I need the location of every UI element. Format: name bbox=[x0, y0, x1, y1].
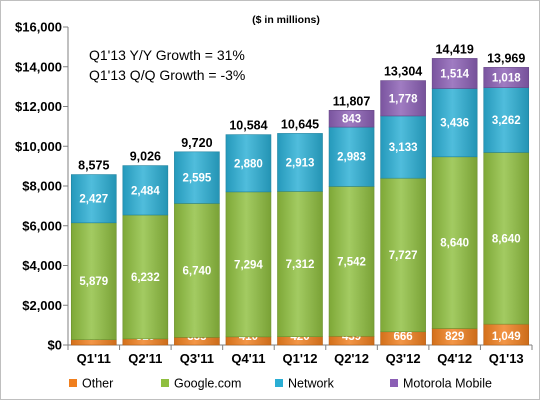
segment-label: 7,294 bbox=[234, 259, 263, 271]
x-tick-label: Q4'11 bbox=[231, 351, 265, 366]
segment-label: 1,018 bbox=[492, 72, 521, 84]
annotation-yoy-growth: Q1'13 Y/Y Growth = 31% bbox=[89, 47, 245, 63]
segment-label: 2,913 bbox=[286, 157, 315, 169]
total-label: 11,807 bbox=[333, 94, 371, 108]
segment-label: 6,232 bbox=[131, 272, 160, 284]
x-tick-label: Q3'11 bbox=[180, 351, 214, 366]
chart-texts: ($ in millions) Q1'13 Y/Y Growth = 31% Q… bbox=[89, 14, 320, 83]
total-label: 13,969 bbox=[487, 51, 525, 65]
bar-segment bbox=[328, 110, 375, 128]
x-tick-label: Q3'12 bbox=[386, 351, 421, 366]
segment-label: 843 bbox=[342, 114, 361, 126]
legend-label: Google.com bbox=[174, 377, 241, 391]
segment-label: 2,595 bbox=[182, 173, 211, 185]
bar-segment bbox=[225, 134, 272, 193]
segment-label: 6,740 bbox=[182, 265, 211, 277]
y-tick-label: $8,000 bbox=[22, 179, 62, 194]
segment-label: 829 bbox=[445, 331, 464, 343]
x-tick-label: Q1'11 bbox=[77, 351, 111, 366]
total-label: 10,645 bbox=[281, 117, 319, 131]
legend-swatch bbox=[275, 379, 283, 387]
total-label: 9,720 bbox=[181, 136, 212, 150]
bar-segment bbox=[174, 151, 220, 204]
y-tick-label: $2,000 bbox=[22, 298, 62, 313]
segment-label: 7,542 bbox=[337, 256, 366, 268]
legend-label: Network bbox=[288, 377, 335, 391]
bar-segment bbox=[380, 80, 426, 117]
y-tick-label: $6,000 bbox=[22, 218, 62, 233]
segment-label: 2,427 bbox=[79, 194, 108, 206]
bar-segment bbox=[431, 58, 478, 89]
segment-label: 3,133 bbox=[389, 142, 418, 154]
chart-bars: 2695,8792,4278,575Q1'113106,2322,4849,02… bbox=[70, 42, 530, 366]
segment-label: 5,879 bbox=[79, 276, 108, 288]
y-tick-label: $4,000 bbox=[22, 258, 62, 273]
bar-segment bbox=[122, 165, 169, 216]
legend-label: Other bbox=[82, 377, 113, 391]
chart-title: ($ in millions) bbox=[252, 14, 320, 26]
legend-label: Motorola Mobile bbox=[403, 377, 492, 391]
total-label: 14,419 bbox=[436, 42, 474, 56]
bar-segment bbox=[483, 67, 530, 88]
segment-label: 1,778 bbox=[389, 93, 418, 105]
bar-segment bbox=[328, 126, 375, 187]
annotation-qoq-growth: Q1'13 Q/Q Growth = -3% bbox=[89, 67, 245, 83]
segment-label: 1,514 bbox=[440, 68, 469, 80]
y-tick-label: $10,000 bbox=[15, 139, 62, 154]
chart-legend: Other Google.com Network Motorola Mobile bbox=[69, 377, 492, 391]
y-tick-label: $16,000 bbox=[15, 20, 62, 35]
segment-label: 2,983 bbox=[337, 152, 366, 164]
bar-segment bbox=[70, 222, 117, 340]
bar-segment bbox=[174, 203, 220, 338]
total-label: 13,304 bbox=[384, 65, 422, 79]
segment-label: 7,727 bbox=[389, 250, 418, 262]
segment-label: 2,880 bbox=[234, 158, 263, 170]
segment-label: 1,049 bbox=[492, 331, 521, 343]
segment-label: 2,484 bbox=[131, 185, 160, 197]
y-tick-label: $0 bbox=[48, 338, 62, 353]
bar-segment bbox=[277, 133, 323, 192]
chart-axes: $0 $2,000 $4,000 $6,000 $8,000 $10,000 $12,000… bbox=[15, 20, 533, 353]
legend-swatch bbox=[69, 379, 77, 387]
x-tick-label: Q2'12 bbox=[334, 351, 369, 366]
legend-swatch bbox=[390, 379, 398, 387]
bar-segment bbox=[277, 191, 323, 337]
y-tick-label: $14,000 bbox=[15, 59, 62, 74]
bar-segment bbox=[380, 177, 426, 333]
bar-segment bbox=[225, 191, 272, 338]
y-tick-label: $12,000 bbox=[15, 99, 62, 114]
total-label: 10,584 bbox=[229, 119, 267, 133]
segment-label: 7,312 bbox=[286, 259, 315, 271]
x-tick-label: Q1'12 bbox=[283, 351, 318, 366]
total-label: 9,026 bbox=[130, 150, 161, 164]
bar-segment bbox=[380, 115, 426, 179]
bar-segment bbox=[70, 174, 117, 224]
total-label: 8,575 bbox=[78, 159, 109, 173]
segment-label: 3,262 bbox=[492, 115, 521, 127]
segment-label: 8,640 bbox=[440, 238, 469, 250]
bar-segment bbox=[483, 152, 530, 325]
legend-swatch bbox=[161, 379, 169, 387]
segment-label: 666 bbox=[394, 331, 413, 343]
bar-segment bbox=[122, 214, 169, 340]
bar-segment bbox=[431, 88, 478, 158]
x-tick-label: Q1'13 bbox=[489, 351, 524, 366]
segment-label: 3,436 bbox=[440, 118, 469, 130]
bar-segment bbox=[483, 87, 530, 153]
segment-label: 8,640 bbox=[492, 233, 521, 245]
x-tick-label: Q2'11 bbox=[128, 351, 162, 366]
x-tick-label: Q4'12 bbox=[437, 351, 472, 366]
